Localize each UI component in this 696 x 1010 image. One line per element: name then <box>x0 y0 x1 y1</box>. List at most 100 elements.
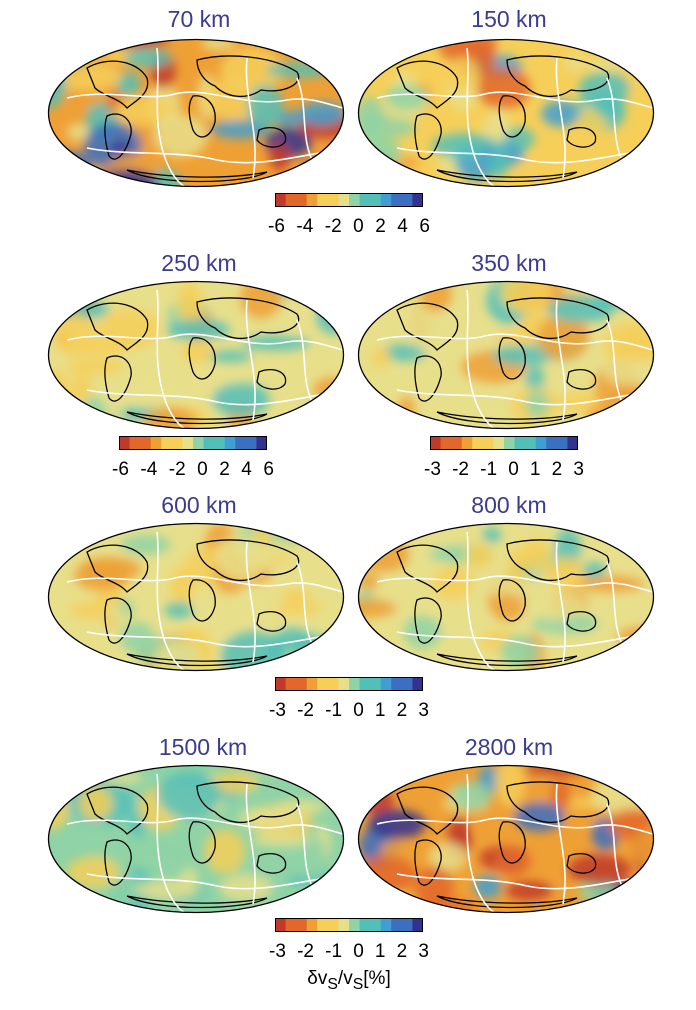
velocity-anomaly <box>495 765 526 807</box>
colorbar-swatch <box>380 193 392 207</box>
velocity-anomaly <box>177 281 203 329</box>
plate-boundary <box>376 91 654 109</box>
plate-boundary <box>86 631 338 648</box>
map-350km <box>357 280 655 430</box>
map-outline <box>357 764 655 914</box>
colorbar-swatch <box>440 436 452 450</box>
velocity-anomaly <box>53 314 98 358</box>
velocity-anomaly <box>152 834 196 859</box>
velocity-anomaly <box>516 157 556 172</box>
velocity-anomaly <box>48 282 86 304</box>
velocity-anomaly <box>116 71 141 97</box>
velocity-anomaly <box>358 523 398 541</box>
coastline <box>566 127 597 148</box>
velocity-anomaly <box>476 67 531 110</box>
coastline <box>256 611 287 632</box>
colorbar-frame <box>275 918 423 932</box>
velocity-anomaly <box>603 543 632 563</box>
velocity-anomaly <box>358 174 397 187</box>
velocity-anomaly <box>489 144 509 178</box>
colorbar-swatch <box>338 193 350 207</box>
plate-boundary <box>156 47 188 187</box>
coastline <box>188 337 216 380</box>
colorbar-tick-label: 6 <box>419 216 430 237</box>
map-600km <box>47 522 345 672</box>
colorbar-tick-label: 0 <box>353 216 364 237</box>
coastline <box>414 355 442 402</box>
velocity-anomaly <box>48 765 96 786</box>
colorbar-tick-label: -2 <box>297 941 314 962</box>
colorbar-tick-label: 3 <box>418 700 429 721</box>
map-outline <box>357 280 655 430</box>
coastline <box>256 369 287 390</box>
map-150km <box>357 38 655 188</box>
colorbar-frame <box>119 436 267 450</box>
coastline <box>506 297 610 339</box>
colorbar-tick-label: 2 <box>551 459 563 480</box>
velocity-anomaly <box>475 807 500 840</box>
colorbar-swatch <box>306 918 318 932</box>
colorbar-swatch <box>224 436 236 450</box>
colorbar-tick-label: -2 <box>324 216 342 237</box>
plate-boundary <box>66 333 344 351</box>
colorbar-swatch <box>514 436 526 450</box>
colorbar-tick-label: 0 <box>197 459 208 480</box>
plate-boundary <box>376 333 654 351</box>
plate-boundary <box>466 773 498 913</box>
velocity-anomaly <box>492 344 554 366</box>
velocity-anomaly <box>66 856 120 889</box>
velocity-anomaly <box>578 71 631 106</box>
colorbar-swatch <box>296 677 308 691</box>
colorbar-tick-label: 0 <box>508 459 519 480</box>
colorbar-tick-label: -1 <box>480 459 498 480</box>
velocity-anomaly <box>444 612 490 632</box>
velocity-anomaly <box>358 892 417 913</box>
plate-boundary <box>245 783 256 905</box>
plate-boundary <box>555 299 566 421</box>
plate-boundary <box>296 803 316 893</box>
colorbar-1-ticks: -6 -4 -2 0 2 4 6 <box>268 216 430 238</box>
velocity-anomaly <box>136 372 173 411</box>
plate-boundary <box>466 289 498 429</box>
panel-title-800km: 800 km <box>471 492 547 518</box>
colorbar-swatch <box>359 677 371 691</box>
velocity-anomaly <box>358 537 410 573</box>
colorbar-3 <box>430 436 578 450</box>
colorbar-swatch <box>391 918 403 932</box>
colorbar-swatch <box>129 436 141 450</box>
plate-boundary <box>156 773 188 913</box>
panel-title-70km: 70 km <box>167 6 231 32</box>
colorbar-swatch <box>567 436 578 450</box>
velocity-anomaly <box>473 875 502 899</box>
coastline <box>196 297 300 339</box>
plate-boundary <box>396 389 648 406</box>
colorbar-swatch <box>235 436 247 450</box>
colorbar-tick-label: 4 <box>397 216 408 237</box>
velocity-anomaly <box>500 635 540 668</box>
colorbar-tick-label: -3 <box>424 459 441 480</box>
velocity-anomaly <box>385 663 443 671</box>
colorbar-frame <box>275 677 423 691</box>
coastline <box>414 839 442 886</box>
velocity-anomaly <box>247 84 284 127</box>
colorbar-swatch <box>401 193 413 207</box>
velocity-anomaly <box>525 365 545 392</box>
colorbar-swatch <box>359 193 371 207</box>
velocity-anomaly <box>214 535 268 581</box>
velocity-anomaly <box>268 303 312 328</box>
velocity-anomaly <box>69 602 115 619</box>
colorbar-swatch <box>482 436 494 450</box>
colorbar-tick-label: -2 <box>168 459 186 480</box>
velocity-anomaly <box>550 779 571 813</box>
velocity-anomaly <box>208 350 252 363</box>
plate-boundary <box>296 561 316 651</box>
colorbar-tick-label: -1 <box>325 700 343 721</box>
colorbar-tick-label: 6 <box>263 459 274 480</box>
colorbar-swatch <box>140 436 152 450</box>
velocity-anomaly <box>306 400 344 429</box>
colorbar-tick-label: -3 <box>269 941 286 962</box>
coastline <box>506 781 610 823</box>
colorbar-tick-label: -6 <box>112 459 129 480</box>
coastline <box>498 95 526 138</box>
velocity-anomaly <box>577 105 607 148</box>
